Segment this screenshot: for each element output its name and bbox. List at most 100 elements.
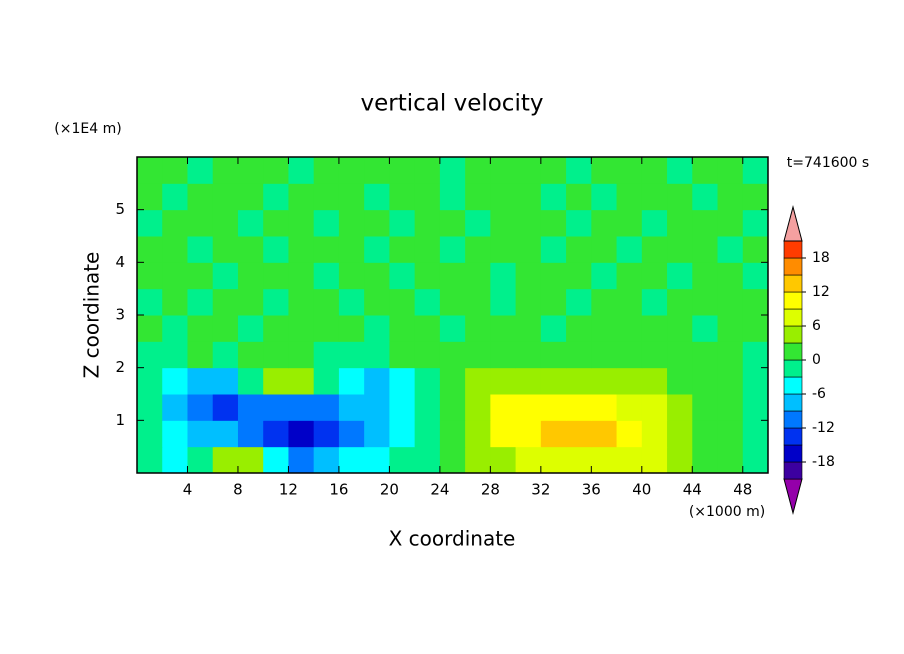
contour-cell [566,236,592,263]
contour-cell [616,420,643,448]
contour-cell [439,288,466,316]
contour-cell [187,315,214,342]
contour-cell [338,236,365,263]
colorbar-tick-label: 0 [812,352,821,368]
contour-cell [212,367,239,395]
contour-cell [667,367,693,395]
contour-cell [490,315,517,342]
contour-cell [212,341,239,369]
annotation: t=741600 s [787,155,869,171]
contour-cell [137,236,163,263]
contour-cell [667,394,693,421]
contour-cell [364,288,390,316]
contour-cell [137,394,163,421]
contour-cell [742,157,769,184]
colorbar-box [783,461,803,480]
contour-cell [515,394,542,421]
colorbar-box [783,427,803,446]
colorbar-end [783,205,803,242]
contour-cell [465,315,491,342]
colorbar-end [783,478,803,515]
contour-cell [389,236,416,263]
y-tick-label: 5 [115,200,125,218]
contour-cell [490,367,517,395]
contour-cell [717,367,744,395]
contour-cell [263,209,289,237]
contour-cell [742,209,769,237]
contour-cell [616,315,643,342]
contour-cell [742,315,769,342]
contour-cell [288,183,315,211]
contour-cell [692,446,719,474]
contour-cell [187,420,214,448]
contour-cell [263,394,289,421]
contour-cell [490,262,517,290]
contour-cell [364,341,390,369]
contour-cell [162,446,188,474]
contour-cell [212,209,239,237]
contour-cell [187,288,214,316]
contour-cell [692,209,719,237]
contour-cell [692,183,719,211]
contour-cell [490,341,517,369]
contour-cell [439,262,466,290]
contour-cell [465,394,491,421]
contour-cell [364,183,390,211]
contour-cell [137,157,163,184]
x-tick-label: 28 [481,481,500,499]
contour-cell [591,183,618,211]
contour-cell [338,288,365,316]
contour-cell [591,209,618,237]
contour-cell [717,262,744,290]
contour-cell [414,446,441,474]
contour-cell [641,341,668,369]
contour-cell [465,262,491,290]
contour-cell [641,209,668,237]
contour-cell [717,157,744,184]
contour-cell [667,315,693,342]
contour-cell [389,209,416,237]
contour-cell [162,367,188,395]
contour-cell [237,420,264,448]
colorbar-box [783,274,803,293]
contour-cell [237,236,264,263]
contour-cell [338,262,365,290]
contour-cell [414,288,441,316]
contour-cell [717,394,744,421]
colorbar-box [783,444,803,463]
contour-cell [414,367,441,395]
colorbar-box [783,376,803,395]
contour-cell [667,341,693,369]
contour-cell [616,341,643,369]
contour-cell [692,236,719,263]
contour-cell [288,262,315,290]
contour-cell [313,367,340,395]
contour-cell [465,157,491,184]
contour-cell [313,394,340,421]
x-tick-label: 40 [632,481,651,499]
contour-cell [591,394,618,421]
contour-cell [212,288,239,316]
x-tick-label: 44 [683,481,702,499]
colorbar-box [783,257,803,276]
contour-cell [490,446,517,474]
contour-cell [338,367,365,395]
contour-cell [263,420,289,448]
colorbar-tick-label: -12 [812,420,835,436]
contour-cell [137,341,163,369]
contour-cell [263,157,289,184]
x-tick-label: 16 [329,481,348,499]
contour-cell [389,420,416,448]
contour-cell [288,236,315,263]
contour-cell [692,367,719,395]
colorbar-tick-label: 6 [812,318,821,334]
contour-cell [162,209,188,237]
contour-cell [641,420,668,448]
contour-cell [641,262,668,290]
x-tick-label: 12 [279,481,298,499]
contour-cell [566,315,592,342]
contour-cell [364,420,390,448]
contour-cell [490,420,517,448]
contour-cell [490,394,517,421]
